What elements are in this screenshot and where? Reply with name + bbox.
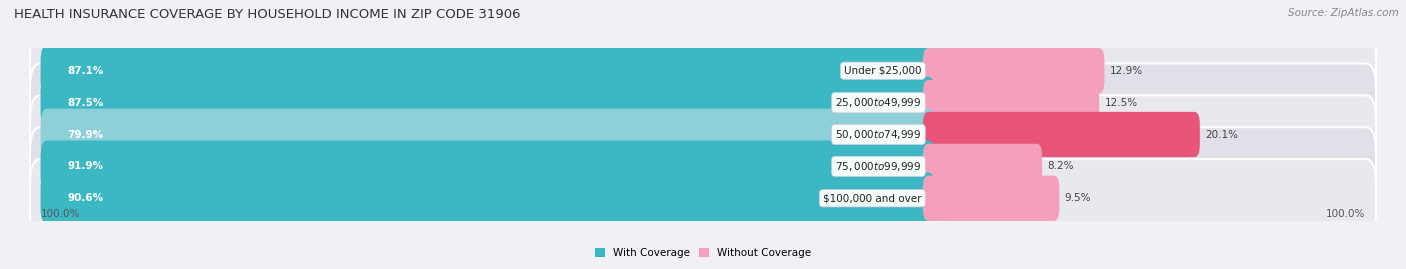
- Text: 87.5%: 87.5%: [67, 98, 104, 108]
- FancyBboxPatch shape: [922, 112, 1199, 157]
- FancyBboxPatch shape: [30, 127, 1376, 206]
- FancyBboxPatch shape: [922, 48, 1105, 93]
- FancyBboxPatch shape: [41, 109, 935, 160]
- Text: 91.9%: 91.9%: [67, 161, 103, 171]
- Text: HEALTH INSURANCE COVERAGE BY HOUSEHOLD INCOME IN ZIP CODE 31906: HEALTH INSURANCE COVERAGE BY HOUSEHOLD I…: [14, 8, 520, 21]
- Text: 8.2%: 8.2%: [1047, 161, 1074, 171]
- Text: $100,000 and over: $100,000 and over: [823, 193, 921, 203]
- Text: 12.5%: 12.5%: [1105, 98, 1137, 108]
- FancyBboxPatch shape: [30, 31, 1376, 110]
- Text: 100.0%: 100.0%: [41, 209, 80, 219]
- Text: $75,000 to $99,999: $75,000 to $99,999: [835, 160, 921, 173]
- Text: Under $25,000: Under $25,000: [844, 66, 921, 76]
- FancyBboxPatch shape: [922, 176, 1059, 221]
- FancyBboxPatch shape: [41, 77, 935, 128]
- Text: 87.1%: 87.1%: [67, 66, 104, 76]
- FancyBboxPatch shape: [922, 144, 1042, 189]
- Text: 20.1%: 20.1%: [1205, 129, 1239, 140]
- Text: $50,000 to $74,999: $50,000 to $74,999: [835, 128, 921, 141]
- FancyBboxPatch shape: [922, 80, 1099, 125]
- Text: 79.9%: 79.9%: [67, 129, 103, 140]
- Text: 90.6%: 90.6%: [67, 193, 103, 203]
- FancyBboxPatch shape: [30, 159, 1376, 238]
- Text: 12.9%: 12.9%: [1109, 66, 1143, 76]
- FancyBboxPatch shape: [41, 141, 935, 192]
- FancyBboxPatch shape: [30, 95, 1376, 174]
- Text: 100.0%: 100.0%: [1326, 209, 1365, 219]
- Text: 9.5%: 9.5%: [1064, 193, 1091, 203]
- FancyBboxPatch shape: [41, 45, 935, 97]
- FancyBboxPatch shape: [41, 172, 935, 224]
- Text: Source: ZipAtlas.com: Source: ZipAtlas.com: [1288, 8, 1399, 18]
- FancyBboxPatch shape: [30, 63, 1376, 142]
- Legend: With Coverage, Without Coverage: With Coverage, Without Coverage: [595, 248, 811, 259]
- Text: $25,000 to $49,999: $25,000 to $49,999: [835, 96, 921, 109]
